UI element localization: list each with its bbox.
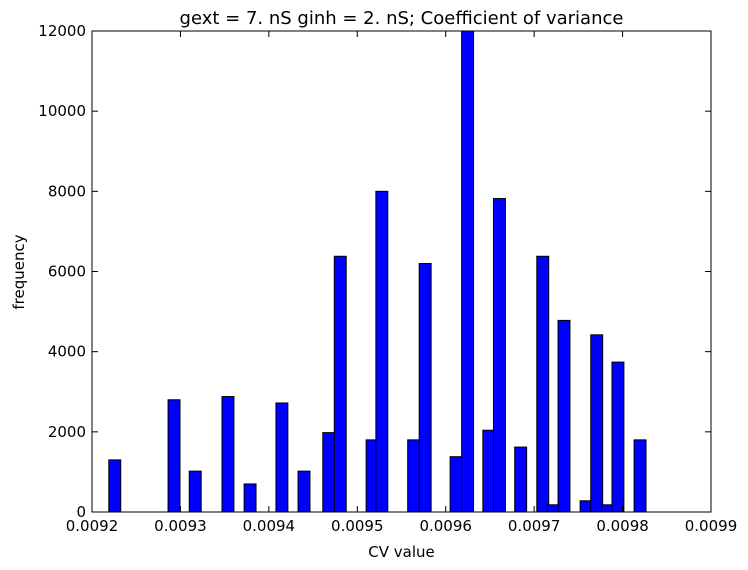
histogram-bar: [167, 399, 181, 513]
y-tick-label: 12000: [38, 22, 86, 40]
histogram-bar: [633, 439, 647, 513]
histogram-bar: [492, 198, 506, 513]
y-tick-label: 0: [76, 503, 86, 521]
histogram-bar: [590, 334, 604, 513]
histogram-bar: [418, 262, 432, 513]
histogram-bar: [375, 190, 389, 513]
histogram-bar: [514, 446, 528, 513]
x-tick-label: 0.0095: [331, 517, 384, 535]
histogram-bar: [611, 361, 625, 513]
histogram-bar: [322, 432, 336, 513]
histogram-bar: [333, 255, 347, 513]
y-tick-label: 4000: [48, 343, 86, 361]
y-tick-label: 2000: [48, 423, 86, 441]
ticks-group: 0.0092 0.0093 0.0094 0.0095 0.0096 0.0097 0.00…: [38, 22, 737, 535]
y-axis-label: frequency: [10, 234, 28, 309]
histogram-bar: [243, 483, 257, 513]
x-tick-label: 0.0094: [243, 517, 296, 535]
histogram-bar: [221, 396, 235, 513]
histogram-bar: [557, 319, 571, 513]
x-tick-label: 0.0092: [66, 517, 119, 535]
histogram-bar: [461, 30, 475, 513]
chart-title: gext = 7. nS ginh = 2. nS; Coefficient o…: [180, 8, 624, 29]
plot-background: [92, 31, 711, 512]
y-tick-label: 10000: [38, 102, 86, 120]
histogram-bar: [449, 456, 463, 513]
histogram-bar: [297, 470, 311, 513]
histogram-bar: [108, 459, 122, 513]
x-axis-label: CV value: [368, 543, 434, 561]
x-tick-label: 0.0096: [419, 517, 472, 535]
y-tick-label: 8000: [48, 182, 86, 200]
histogram-bar: [536, 255, 550, 513]
x-tick-label: 0.0099: [685, 517, 738, 535]
x-tick-label: 0.0093: [154, 517, 207, 535]
histogram-bar: [275, 402, 289, 513]
histogram-bar: [188, 470, 202, 513]
x-tick-label: 0.0098: [596, 517, 649, 535]
x-tick-label: 0.0097: [508, 517, 561, 535]
histogram-bar: [407, 439, 421, 513]
plot-frame: [91, 30, 712, 513]
y-tick-label: 6000: [48, 263, 86, 281]
